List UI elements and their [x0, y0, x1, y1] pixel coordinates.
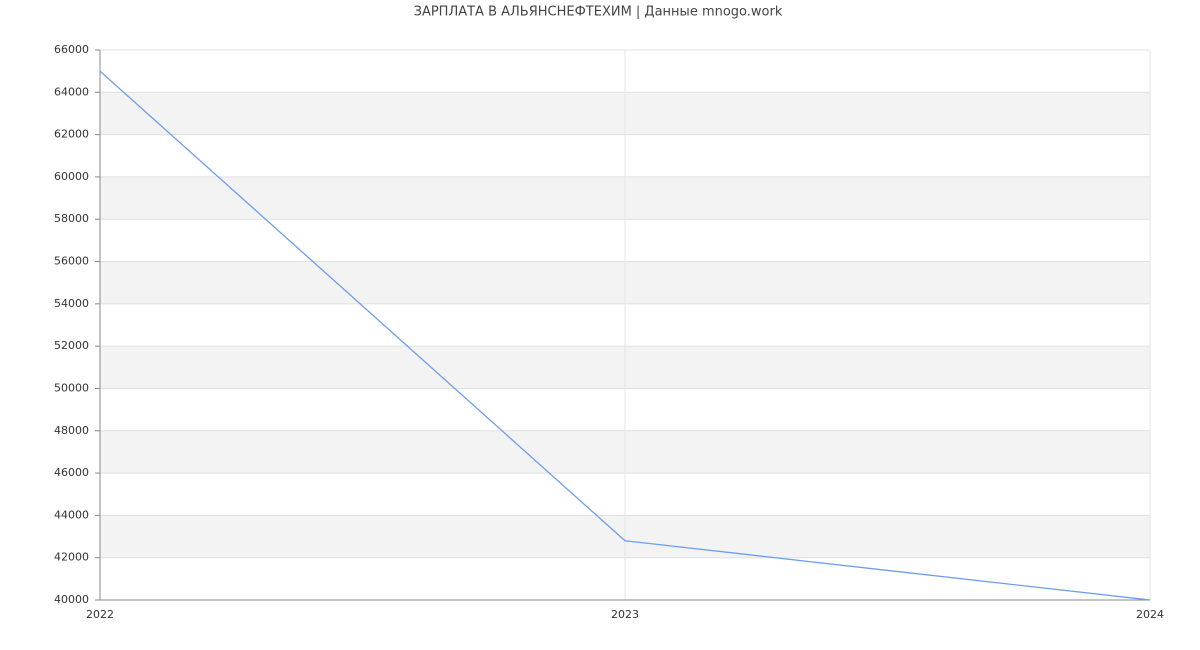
x-tick-label: 2024: [1136, 608, 1164, 621]
y-tick-label: 48000: [54, 424, 89, 437]
y-tick-label: 56000: [54, 255, 89, 268]
chart-title: ЗАРПЛАТА В АЛЬЯНСНЕФТЕХИМ | Данные mnogo…: [414, 5, 783, 20]
x-tick-label: 2023: [611, 608, 639, 621]
y-tick-label: 58000: [54, 212, 89, 225]
y-tick-label: 64000: [54, 85, 89, 98]
y-tick-label: 50000: [54, 381, 89, 394]
y-tick-label: 54000: [54, 297, 89, 310]
y-tick-label: 44000: [54, 508, 89, 521]
y-tick-label: 46000: [54, 466, 89, 479]
x-tick-label: 2022: [86, 608, 114, 621]
line: [99, 70, 1151, 601]
y-tick-label: 52000: [54, 339, 89, 352]
y-tick-label: 40000: [54, 593, 89, 606]
y-tick-label: 66000: [54, 43, 89, 56]
y-tick-label: 60000: [54, 170, 89, 183]
y-tick-label: 42000: [54, 551, 89, 564]
y-tick-label: 62000: [54, 128, 89, 141]
